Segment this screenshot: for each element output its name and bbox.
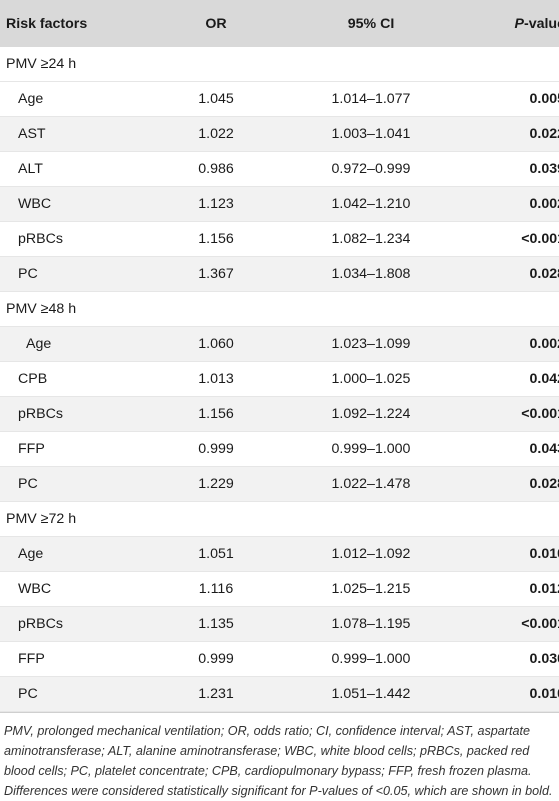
cell-or: 1.231	[198, 686, 234, 702]
cell-p-value: 0.030	[529, 651, 559, 667]
cell-or: 1.156	[198, 406, 234, 422]
table-row: Age 1.051 1.012–1.092 0.010	[0, 536, 559, 572]
cell-or: 1.022	[198, 126, 234, 142]
table-row: FFP 0.999 0.999–1.000 0.030	[0, 641, 559, 677]
cell-or: 1.051	[198, 546, 234, 562]
cell-risk-factor: Age	[26, 336, 52, 352]
group-label: PMV ≥72 h	[6, 511, 77, 527]
cell-p-value: 0.010	[529, 546, 559, 562]
cell-or: 1.116	[198, 581, 234, 597]
cell-ci: 1.078–1.195	[331, 616, 411, 632]
cell-ci: 1.014–1.077	[331, 91, 411, 107]
cell-risk-factor: Age	[18, 91, 44, 107]
cell-risk-factor: PC	[18, 686, 38, 702]
cell-or: 1.060	[198, 336, 234, 352]
cell-p-value: 0.042	[529, 371, 559, 387]
cell-or: 0.986	[198, 161, 234, 177]
cell-or: 0.999	[198, 441, 234, 457]
table-row: CPB 1.013 1.000–1.025 0.042	[0, 361, 559, 397]
header-or: OR	[205, 15, 227, 32]
cell-ci: 1.042–1.210	[331, 196, 411, 212]
table-row: WBC 1.123 1.042–1.210 0.002	[0, 186, 559, 222]
header-p-value: P-value	[466, 0, 559, 47]
cell-or: 1.156	[198, 231, 234, 247]
table-row: AST 1.022 1.003–1.041 0.022	[0, 116, 559, 152]
group-header-row: PMV ≥48 h	[0, 291, 559, 327]
footnote-abbreviations: PMV, prolonged mechanical ventilation; O…	[4, 724, 532, 778]
cell-or: 1.045	[198, 91, 234, 107]
cell-p-value: <0.001	[521, 231, 559, 247]
cell-ci: 1.003–1.041	[331, 126, 411, 142]
cell-risk-factor: WBC	[18, 196, 52, 212]
table-row: Age 1.045 1.014–1.077 0.005	[0, 81, 559, 117]
cell-p-value: 0.012	[529, 581, 559, 597]
cell-risk-factor: FFP	[18, 441, 45, 457]
header-p-letter: P	[514, 15, 524, 32]
cell-ci: 0.972–0.999	[331, 161, 411, 177]
cell-ci: 1.025–1.215	[331, 581, 411, 597]
group-header-row: PMV ≥24 h	[0, 47, 559, 82]
cell-risk-factor: pRBCs	[18, 231, 63, 247]
cell-p-value: 0.028	[529, 476, 559, 492]
table-body: PMV ≥24 h Age 1.045 1.014–1.077 0.005 AST 1.02…	[0, 47, 559, 712]
table-row: FFP 0.999 0.999–1.000 0.043	[0, 431, 559, 467]
cell-or: 1.367	[198, 266, 234, 282]
cell-ci: 1.022–1.478	[331, 476, 411, 492]
cell-p-value: <0.001	[521, 406, 559, 422]
table-row: PC 1.231 1.051–1.442 0.010	[0, 676, 559, 712]
cell-risk-factor: PC	[18, 476, 38, 492]
cell-p-value: 0.022	[529, 126, 559, 142]
cell-ci: 0.999–1.000	[331, 441, 411, 457]
table-row: pRBCs 1.135 1.078–1.195 <0.001	[0, 606, 559, 642]
cell-risk-factor: pRBCs	[18, 406, 63, 422]
cell-ci: 1.012–1.092	[331, 546, 411, 562]
group-header-row: PMV ≥72 h	[0, 501, 559, 537]
table-header-row: Risk factors OR 95% CI P-value	[0, 0, 559, 47]
cell-ci: 1.092–1.224	[331, 406, 411, 422]
cell-ci: 1.034–1.808	[331, 266, 411, 282]
cell-ci: 1.023–1.099	[331, 336, 411, 352]
cell-or: 1.013	[198, 371, 234, 387]
cell-p-value: <0.001	[521, 616, 559, 632]
table-row: PC 1.229 1.022–1.478 0.028	[0, 466, 559, 502]
cell-p-value: 0.039	[529, 161, 559, 177]
cell-p-value: 0.028	[529, 266, 559, 282]
group-label: PMV ≥24 h	[6, 56, 77, 72]
footnote-significance: Differences were considered statisticall…	[4, 784, 553, 798]
cell-or: 0.999	[198, 651, 234, 667]
cell-ci: 1.051–1.442	[331, 686, 411, 702]
cell-or: 1.123	[198, 196, 234, 212]
cell-risk-factor: AST	[18, 126, 46, 142]
cell-ci: 1.000–1.025	[331, 371, 411, 387]
cell-p-value: 0.010	[529, 686, 559, 702]
cell-risk-factor: FFP	[18, 651, 45, 667]
cell-p-value: 0.043	[529, 441, 559, 457]
table-row: WBC 1.116 1.025–1.215 0.012	[0, 571, 559, 607]
group-label: PMV ≥48 h	[6, 301, 77, 317]
table-row: Age 1.060 1.023–1.099 0.002	[0, 326, 559, 362]
header-p-suffix: -value	[523, 15, 559, 32]
cell-or: 1.229	[198, 476, 234, 492]
cell-risk-factor: WBC	[18, 581, 52, 597]
risk-factor-table: Risk factors OR 95% CI P-value PMV ≥24 h…	[0, 0, 559, 712]
cell-risk-factor: ALT	[18, 161, 43, 177]
table-row: pRBCs 1.156 1.092–1.224 <0.001	[0, 396, 559, 432]
cell-or: 1.135	[198, 616, 234, 632]
cell-ci: 0.999–1.000	[331, 651, 411, 667]
header-risk-factors: Risk factors	[6, 15, 88, 32]
cell-p-value: 0.005	[529, 91, 559, 107]
cell-risk-factor: CPB	[18, 371, 48, 387]
header-ci: 95% CI	[347, 15, 395, 32]
cell-p-value: 0.002	[529, 336, 559, 352]
cell-ci: 1.082–1.234	[331, 231, 411, 247]
table-row: PC 1.367 1.034–1.808 0.028	[0, 256, 559, 292]
table-row: ALT 0.986 0.972–0.999 0.039	[0, 151, 559, 187]
cell-risk-factor: Age	[18, 546, 44, 562]
cell-risk-factor: PC	[18, 266, 38, 282]
cell-p-value: 0.002	[529, 196, 559, 212]
cell-risk-factor: pRBCs	[18, 616, 63, 632]
table-footnotes: PMV, prolonged mechanical ventilation; O…	[0, 712, 559, 801]
table-row: pRBCs 1.156 1.082–1.234 <0.001	[0, 221, 559, 257]
